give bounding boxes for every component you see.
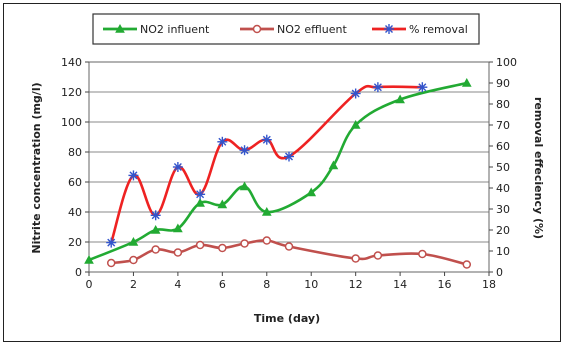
y-axis-left-title: Nitrite concentration (mg/l) [30,82,43,253]
x-tick-label: 10 [304,278,318,291]
y-axis-right-title: removal effeciency (%) [532,97,545,239]
legend-label: % removal [409,23,468,36]
data-point-removal [373,82,383,92]
y-right-tick-label: 40 [496,182,510,195]
series-no2-influent [85,79,471,263]
y-right-tick-label: 30 [496,203,510,216]
y-left-tick-label: 120 [61,86,82,99]
data-point-removal [173,162,183,172]
plot-border [89,62,489,272]
x-tick-label: 14 [393,278,407,291]
x-axis-title: Time (day) [254,312,320,325]
x-tick-label: 0 [86,278,93,291]
y-left-tick-label: 0 [75,266,82,279]
legend-swatch-marker [254,26,261,33]
x-tick-label: 2 [130,278,137,291]
data-point-no2-effluent [174,249,181,256]
x-tick-label: 8 [263,278,270,291]
data-series [85,79,471,268]
data-point-removal [106,238,116,248]
y-right-tick-label: 60 [496,140,510,153]
data-point-no2-effluent [241,240,248,247]
y-right-tick-label: 80 [496,98,510,111]
x-tick-label: 16 [438,278,452,291]
data-point-no2-effluent [352,255,359,262]
y-left-tick-label: 60 [68,176,82,189]
legend: NO2 influent NO2 effluent % removal [93,14,479,44]
data-point-no2-effluent [286,243,293,250]
y-right-tick-label: 10 [496,245,510,258]
series-line-no2-influent [89,83,467,260]
y-left-tick-label: 140 [61,56,82,69]
data-point-removal [240,145,250,155]
data-point-no2-effluent [130,257,137,264]
axes: 0204060801001201400102030405060708090100… [61,56,517,291]
legend-swatch-marker [384,24,394,34]
y-left-tick-label: 80 [68,146,82,159]
y-right-tick-label: 90 [496,77,510,90]
data-point-removal [151,210,161,220]
data-point-no2-effluent [197,242,204,249]
x-tick-label: 18 [482,278,496,291]
data-point-no2-effluent [463,261,470,268]
y-right-tick-label: 70 [496,119,510,132]
legend-label: NO2 influent [140,23,210,36]
y-right-tick-label: 50 [496,161,510,174]
data-point-removal [417,82,427,92]
data-point-removal [351,89,361,99]
data-point-removal [262,135,272,145]
y-left-tick-label: 100 [61,116,82,129]
data-point-no2-effluent [108,260,115,267]
x-tick-label: 12 [349,278,363,291]
data-point-no2-effluent [374,252,381,259]
y-right-tick-label: 0 [496,266,503,279]
data-point-no2-effluent [152,246,159,253]
y-left-tick-label: 20 [68,236,82,249]
y-right-tick-label: 100 [496,56,517,69]
x-tick-label: 6 [219,278,226,291]
y-left-tick-label: 40 [68,206,82,219]
data-point-removal [195,189,205,199]
data-point-removal [284,152,294,162]
data-point-removal [128,170,138,180]
legend-label: NO2 effluent [277,23,347,36]
x-tick-label: 4 [174,278,181,291]
y-right-tick-label: 20 [496,224,510,237]
data-point-removal [217,137,227,147]
data-point-no2-effluent [263,237,270,244]
data-point-no2-effluent [419,251,426,258]
data-point-no2-effluent [219,245,226,252]
